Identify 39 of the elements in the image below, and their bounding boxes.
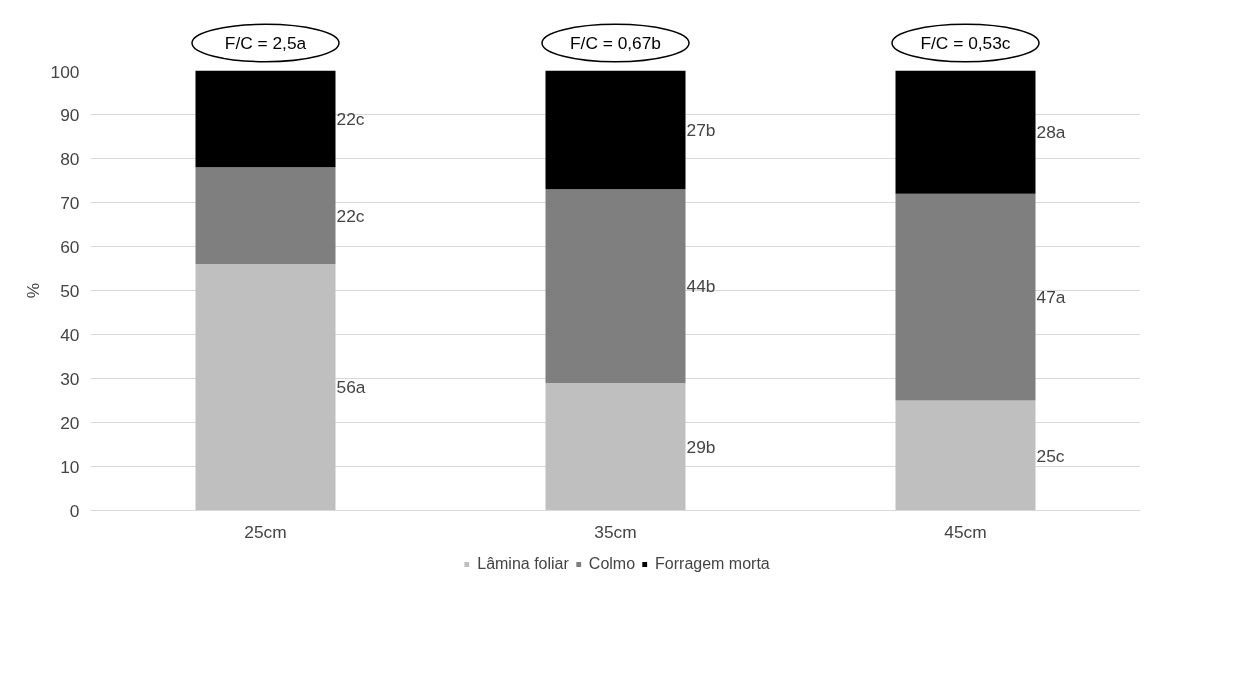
- data-label: 28a: [1036, 122, 1066, 143]
- data-label: 27b: [686, 119, 716, 140]
- bar: [895, 70, 1036, 194]
- y-tick-label: 80: [60, 148, 80, 169]
- bar: [895, 193, 1036, 401]
- text: F/C = 2,5a: [224, 33, 307, 53]
- y-tick-label: 10: [60, 456, 80, 477]
- x-tick-label: 35cm: [594, 521, 637, 542]
- bar: [195, 264, 336, 511]
- text: F/C = 0,67b: [569, 33, 662, 53]
- bar: [895, 400, 1036, 511]
- y-tick-label: 50: [60, 280, 80, 301]
- x-tick-label: 45cm: [944, 521, 987, 542]
- y-axis-title: %: [22, 282, 43, 299]
- y-tick-label: 60: [60, 236, 80, 257]
- data-label: 25c: [1036, 445, 1065, 466]
- y-tick-label: 70: [60, 192, 80, 213]
- x-tick-label: 25cm: [244, 521, 287, 542]
- bar: [545, 382, 686, 511]
- y-tick-label: 90: [60, 104, 80, 125]
- text: F/C = 0,53c: [920, 33, 1011, 53]
- bar: [545, 189, 686, 383]
- legend-label: Lâmina foliar: [477, 555, 569, 573]
- bar: [545, 70, 686, 190]
- data-label: 56a: [336, 377, 366, 398]
- data-label: 22c: [336, 108, 365, 129]
- data-label: 22c: [336, 205, 365, 226]
- y-tick-label: 100: [50, 61, 80, 82]
- data-label: 47a: [1036, 287, 1066, 308]
- bar: [195, 167, 336, 265]
- y-tick-label: 30: [60, 368, 80, 389]
- data-label: 29b: [686, 436, 716, 457]
- bar: [195, 70, 336, 168]
- y-tick-label: 0: [69, 500, 80, 521]
- y-tick-label: 40: [60, 324, 80, 345]
- legend-label: Forragem morta: [655, 555, 770, 573]
- y-tick-label: 20: [60, 412, 80, 433]
- data-label: 44b: [686, 276, 716, 297]
- legend-label: Colmo: [588, 555, 636, 573]
